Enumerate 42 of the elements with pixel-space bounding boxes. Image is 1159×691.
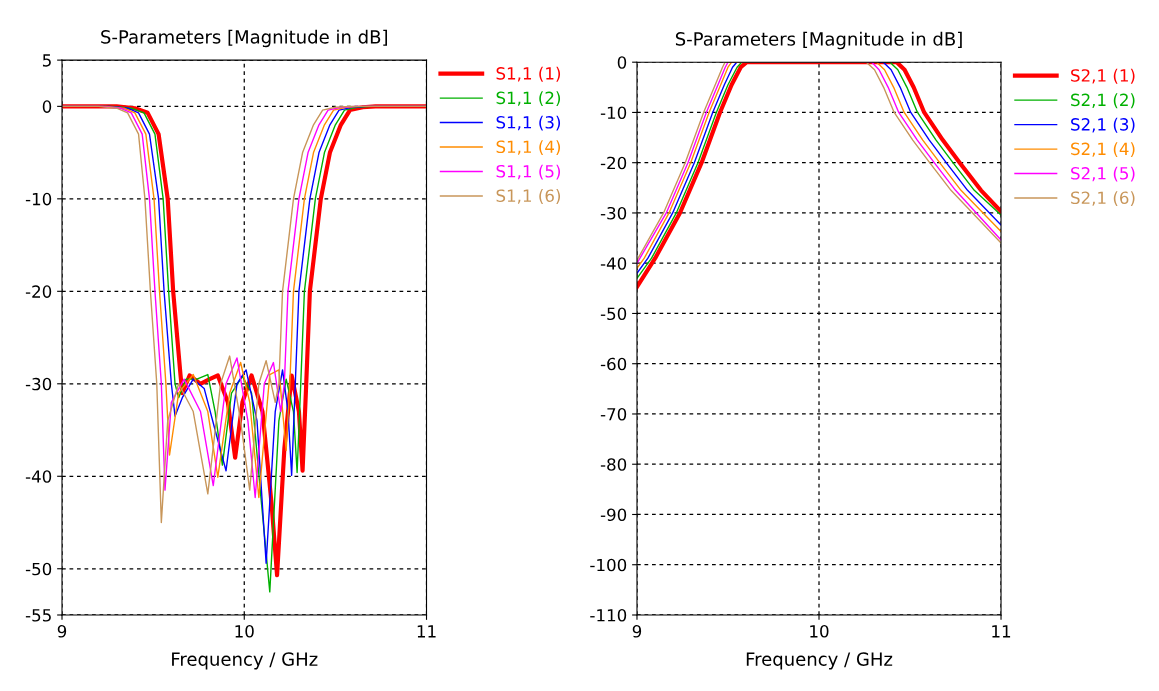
y-tick-label: 0 [617, 56, 627, 69]
x-tick-label: 11 [417, 625, 436, 638]
y-tick-label: -80 [600, 458, 627, 471]
x-axis-title: Frequency / GHz [746, 652, 893, 670]
y-tick-label: -100 [590, 558, 627, 572]
legend-label: S2,1 (2) [1071, 93, 1135, 109]
y-tick-label: -10 [600, 106, 627, 120]
y-tick-label: -50 [600, 307, 627, 321]
x-tick-label: 9 [632, 625, 642, 638]
x-tick-label: 9 [57, 625, 67, 638]
chart-title: S-Parameters [Magnitude in dB] [101, 29, 387, 48]
x-tick-label: 11 [992, 625, 1011, 638]
y-tick-label: -30 [25, 377, 52, 391]
y-tick-label: -90 [600, 508, 627, 522]
x-axis-title: Frequency / GHz [172, 652, 318, 670]
legend-label: S2,1 (5) [1071, 166, 1135, 182]
x-tick-label: 10 [235, 625, 254, 638]
x-tick-label: 10 [810, 625, 829, 638]
legend-label: S2,1 (3) [1071, 117, 1135, 133]
legend-label: S1,1 (4) [496, 140, 561, 156]
y-tick-label: 5 [42, 54, 51, 67]
y-tick-label: 0 [42, 100, 52, 113]
y-tick-label: -10 [25, 192, 52, 206]
legend-label: S2,1 (4) [1071, 142, 1135, 158]
y-tick-label: -30 [600, 206, 627, 220]
legend-label: S2,1 (1) [1071, 68, 1135, 84]
legend-label: S1,1 (3) [496, 115, 561, 131]
legend-label: S1,1 (1) [496, 66, 561, 82]
y-tick-label: -70 [600, 407, 627, 421]
y-tick-label: -20 [600, 156, 627, 170]
legend-label: S1,1 (5) [496, 164, 561, 180]
legend-label: S1,1 (6) [496, 189, 561, 204]
y-tick-label: -40 [600, 257, 627, 270]
y-tick-label: -60 [600, 357, 627, 371]
y-tick-label: -50 [25, 562, 52, 576]
y-tick-label: -55 [25, 609, 51, 622]
legend-label: S2,1 (6) [1071, 191, 1135, 207]
chart-title: S-Parameters [Magnitude in dB] [675, 31, 962, 50]
y-tick-label: -40 [25, 470, 52, 483]
y-tick-label: -20 [25, 285, 52, 298]
y-tick-label: -110 [590, 608, 627, 622]
legend-label: S1,1 (2) [496, 91, 561, 107]
